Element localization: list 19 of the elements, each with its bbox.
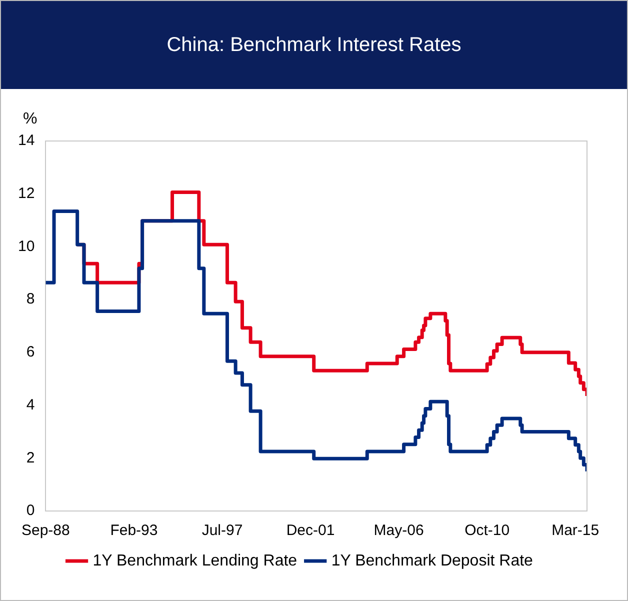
y-tick-label: 10 [18,238,35,255]
legend-label: 1Y Benchmark Lending Rate [92,552,298,570]
y-tick-label: 6 [26,344,35,361]
x-tick-label: Mar-15 [552,522,600,540]
x-tick-label: Dec-01 [286,522,335,540]
x-tick-label: Jul-97 [202,522,243,540]
y-axis-title: % [23,110,38,128]
x-tick-label: Feb-93 [110,522,158,540]
y-tick-label: 8 [26,290,35,308]
y-tick-label: 14 [18,132,35,150]
y-tick-label: 4 [26,396,35,414]
y-tick-label: 2 [26,449,35,466]
x-tick-label: Sep-88 [21,522,70,540]
chart-title: China: Benchmark Interest Rates [1,1,627,89]
x-tick-label: May-06 [374,522,424,540]
legend-label: 1Y Benchmark Deposit Rate [331,552,534,570]
y-tick-label: 0 [26,502,35,520]
x-tick-label: Oct-10 [464,522,510,540]
y-tick-label: 12 [18,185,35,202]
